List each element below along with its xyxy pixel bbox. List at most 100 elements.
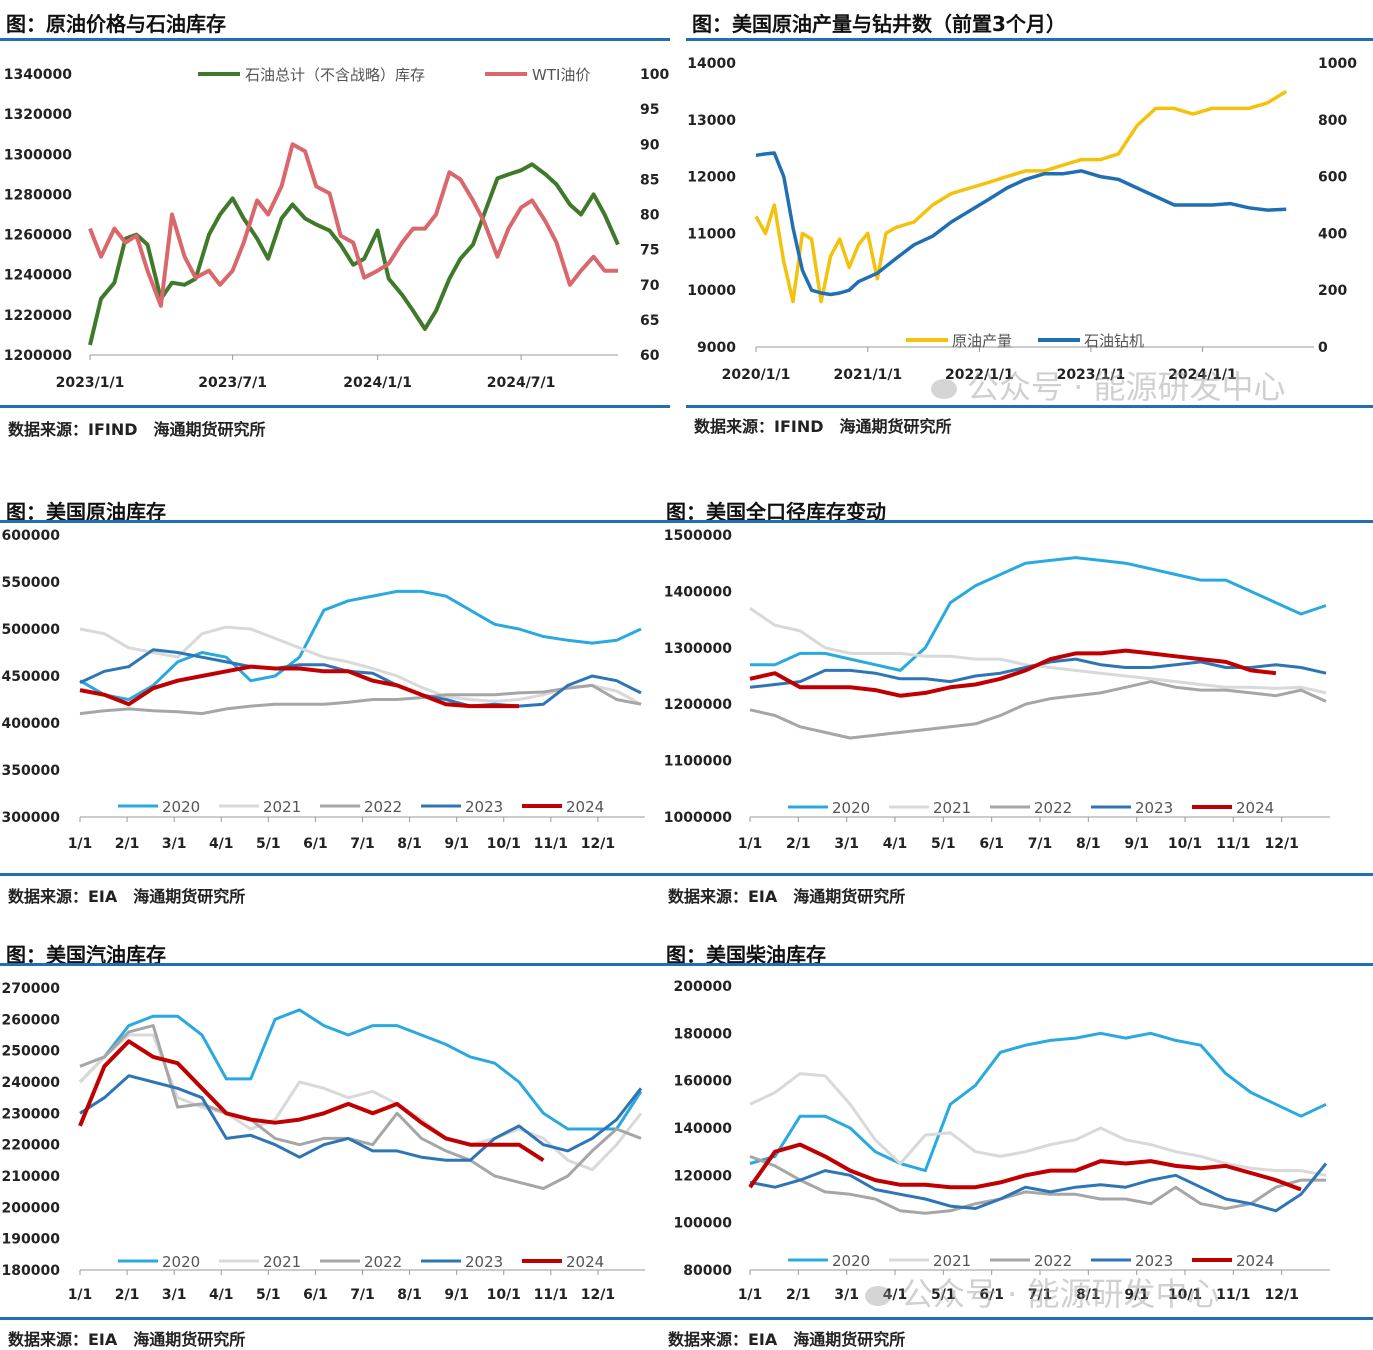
x-tick-label: 6/1 (303, 836, 328, 852)
title-rule (686, 38, 1373, 41)
chart-crude-price-vs-inventory: 1200000 1220000 1240000 1260000 1280000 13000… (4, 66, 670, 391)
series-line-2023 (749, 1162, 1328, 1213)
x-tick-label: 2/1 (115, 836, 140, 852)
x-tick-label: 6/1 (303, 1287, 328, 1303)
data-source: 数据来源：EIA 海通期货研究所 (8, 1330, 246, 1349)
y-tick-label: 240000 (2, 1075, 61, 1091)
x-tick-label: 6/1 (979, 836, 1004, 852)
chart-us-gasoline-inventory: 180000 190000 200000 210000 220000 230000 2400… (2, 981, 645, 1303)
x-tick-label: 7/1 (1028, 836, 1053, 852)
x-tick-label: 4/1 (883, 836, 908, 852)
x-tick-label: 1/1 (68, 836, 93, 852)
series-line-2022 (749, 1154, 1326, 1215)
y-tick-label: 1400000 (664, 584, 732, 600)
x-tick-label: 5/1 (931, 836, 956, 852)
bottom-rule (0, 405, 670, 408)
legend-label-2024: 2024 (566, 1253, 604, 1271)
y-tick-label: 120000 (674, 1168, 733, 1184)
title-rule (0, 963, 660, 966)
y-right-tick-label: 1000 (1318, 56, 1357, 72)
x-tick-label: 11/1 (534, 1287, 568, 1303)
y-tick-label: 550000 (2, 575, 61, 591)
legend-label: 石油总计（不含战略）库存 (245, 66, 425, 84)
chart-us-crude-inventory: 300000 350000 400000 450000 500000 550000 6000… (2, 528, 645, 852)
legend-label-2023: 2023 (465, 798, 503, 816)
x-tick-label: 2/1 (115, 1287, 140, 1303)
y-left-tick-label: 1340000 (4, 67, 72, 83)
y-tick-label: 600000 (2, 528, 61, 544)
series-line-2020 (79, 589, 642, 701)
series-line-2021 (749, 1072, 1327, 1177)
x-tick-label: 2023/1/1 (56, 375, 125, 391)
y-tick-label: 80000 (683, 1263, 732, 1279)
x-tick-label: 5/1 (256, 836, 281, 852)
x-tick-label: 9/1 (444, 1287, 469, 1303)
x-tick-label: 3/1 (834, 1287, 859, 1303)
y-tick-label: 210000 (2, 1169, 61, 1185)
bottom-rule (0, 1317, 660, 1320)
y-tick-label: 200000 (2, 1200, 61, 1216)
x-tick-label: 2023/1/1 (1057, 367, 1126, 383)
y-right-tick-label: 65 (640, 313, 659, 329)
y-left-tick-label: 1260000 (4, 228, 72, 244)
series-line-2024 (79, 664, 519, 709)
chart-us-total-inventory-change: 1000000 1100000 1200000 1300000 1400000 15000… (664, 528, 1330, 852)
legend-label-2022: 2022 (364, 1253, 402, 1271)
y-tick-label: 250000 (2, 1044, 61, 1060)
legend-label-2024: 2024 (1236, 1252, 1274, 1270)
chart-title: 图：原油价格与石油库存 (6, 12, 226, 36)
y-tick-label: 190000 (2, 1232, 61, 1248)
y-tick-label: 500000 (2, 622, 61, 638)
y-left-tick-label: 1220000 (4, 308, 72, 324)
data-source: 数据来源：EIA 海通期货研究所 (8, 887, 246, 906)
y-tick-label: 220000 (2, 1138, 61, 1154)
panel-us-diesel-inventory: 图：美国柴油库存 80000 100000 120000 140000 160000 18… (660, 935, 1373, 1349)
y-right-tick-label: 85 (640, 172, 659, 188)
x-tick-label: 8/1 (397, 1287, 422, 1303)
chart-title: 图：美国原油产量与钻井数（前置3个月） (692, 12, 1066, 36)
legend-label-2022: 2022 (1034, 1252, 1072, 1270)
y-right-tick-label: 600 (1318, 170, 1347, 186)
y-left-tick-label: 1300000 (4, 147, 72, 163)
data-source: 数据来源：IFIND 海通期货研究所 (8, 420, 266, 439)
y-left-tick-label: 14000 (687, 56, 736, 72)
x-tick-label: 7/1 (350, 836, 375, 852)
title-rule (0, 520, 660, 523)
x-tick-label: 1/1 (738, 1287, 763, 1303)
legend-label: WTI油价 (532, 66, 590, 84)
legend-label: 石油钻机 (1084, 332, 1144, 350)
data-source: 数据来源：IFIND 海通期货研究所 (694, 417, 952, 436)
data-source: 数据来源：EIA 海通期货研究所 (668, 887, 906, 906)
panel-crude-price-vs-inventory: 图：原油价格与石油库存 1200000 1220000 1240000 1260000… (0, 0, 670, 450)
legend-label-2020: 2020 (832, 1252, 870, 1270)
legend-label-2020: 2020 (162, 798, 200, 816)
y-left-tick-label: 1320000 (4, 107, 72, 123)
y-tick-label: 260000 (2, 1012, 61, 1028)
chart-us-diesel-inventory: 80000 100000 120000 140000 160000 180000 20000… (674, 979, 1330, 1303)
y-left-tick-label: 10000 (687, 283, 736, 299)
x-tick-label: 4/1 (209, 836, 234, 852)
wechat-icon (865, 1286, 891, 1306)
series-line-2021 (749, 607, 1327, 695)
x-tick-label: 12/1 (581, 836, 615, 852)
series-line-left (88, 162, 620, 346)
x-tick-label: 2024/7/1 (487, 375, 556, 391)
series-line-2023 (79, 648, 642, 708)
x-tick-label: 6/1 (979, 1287, 1004, 1303)
legend-label-2023: 2023 (465, 1253, 503, 1271)
x-tick-label: 4/1 (883, 1287, 908, 1303)
title-rule (660, 520, 1373, 523)
legend-label-2021: 2021 (263, 798, 301, 816)
legend-label-2022: 2022 (1034, 799, 1072, 817)
y-left-tick-label: 1200000 (4, 348, 72, 364)
y-left-tick-label: 13000 (687, 113, 736, 129)
y-tick-label: 230000 (2, 1106, 61, 1122)
x-tick-label: 8/1 (1076, 1287, 1101, 1303)
x-tick-label: 10/1 (487, 1287, 521, 1303)
series-line-left (754, 89, 1288, 304)
y-tick-label: 1000000 (664, 810, 732, 826)
y-right-tick-label: 75 (640, 243, 659, 259)
series-line-2024 (78, 1039, 545, 1162)
y-tick-label: 400000 (2, 716, 61, 732)
x-tick-label: 12/1 (581, 1287, 615, 1303)
